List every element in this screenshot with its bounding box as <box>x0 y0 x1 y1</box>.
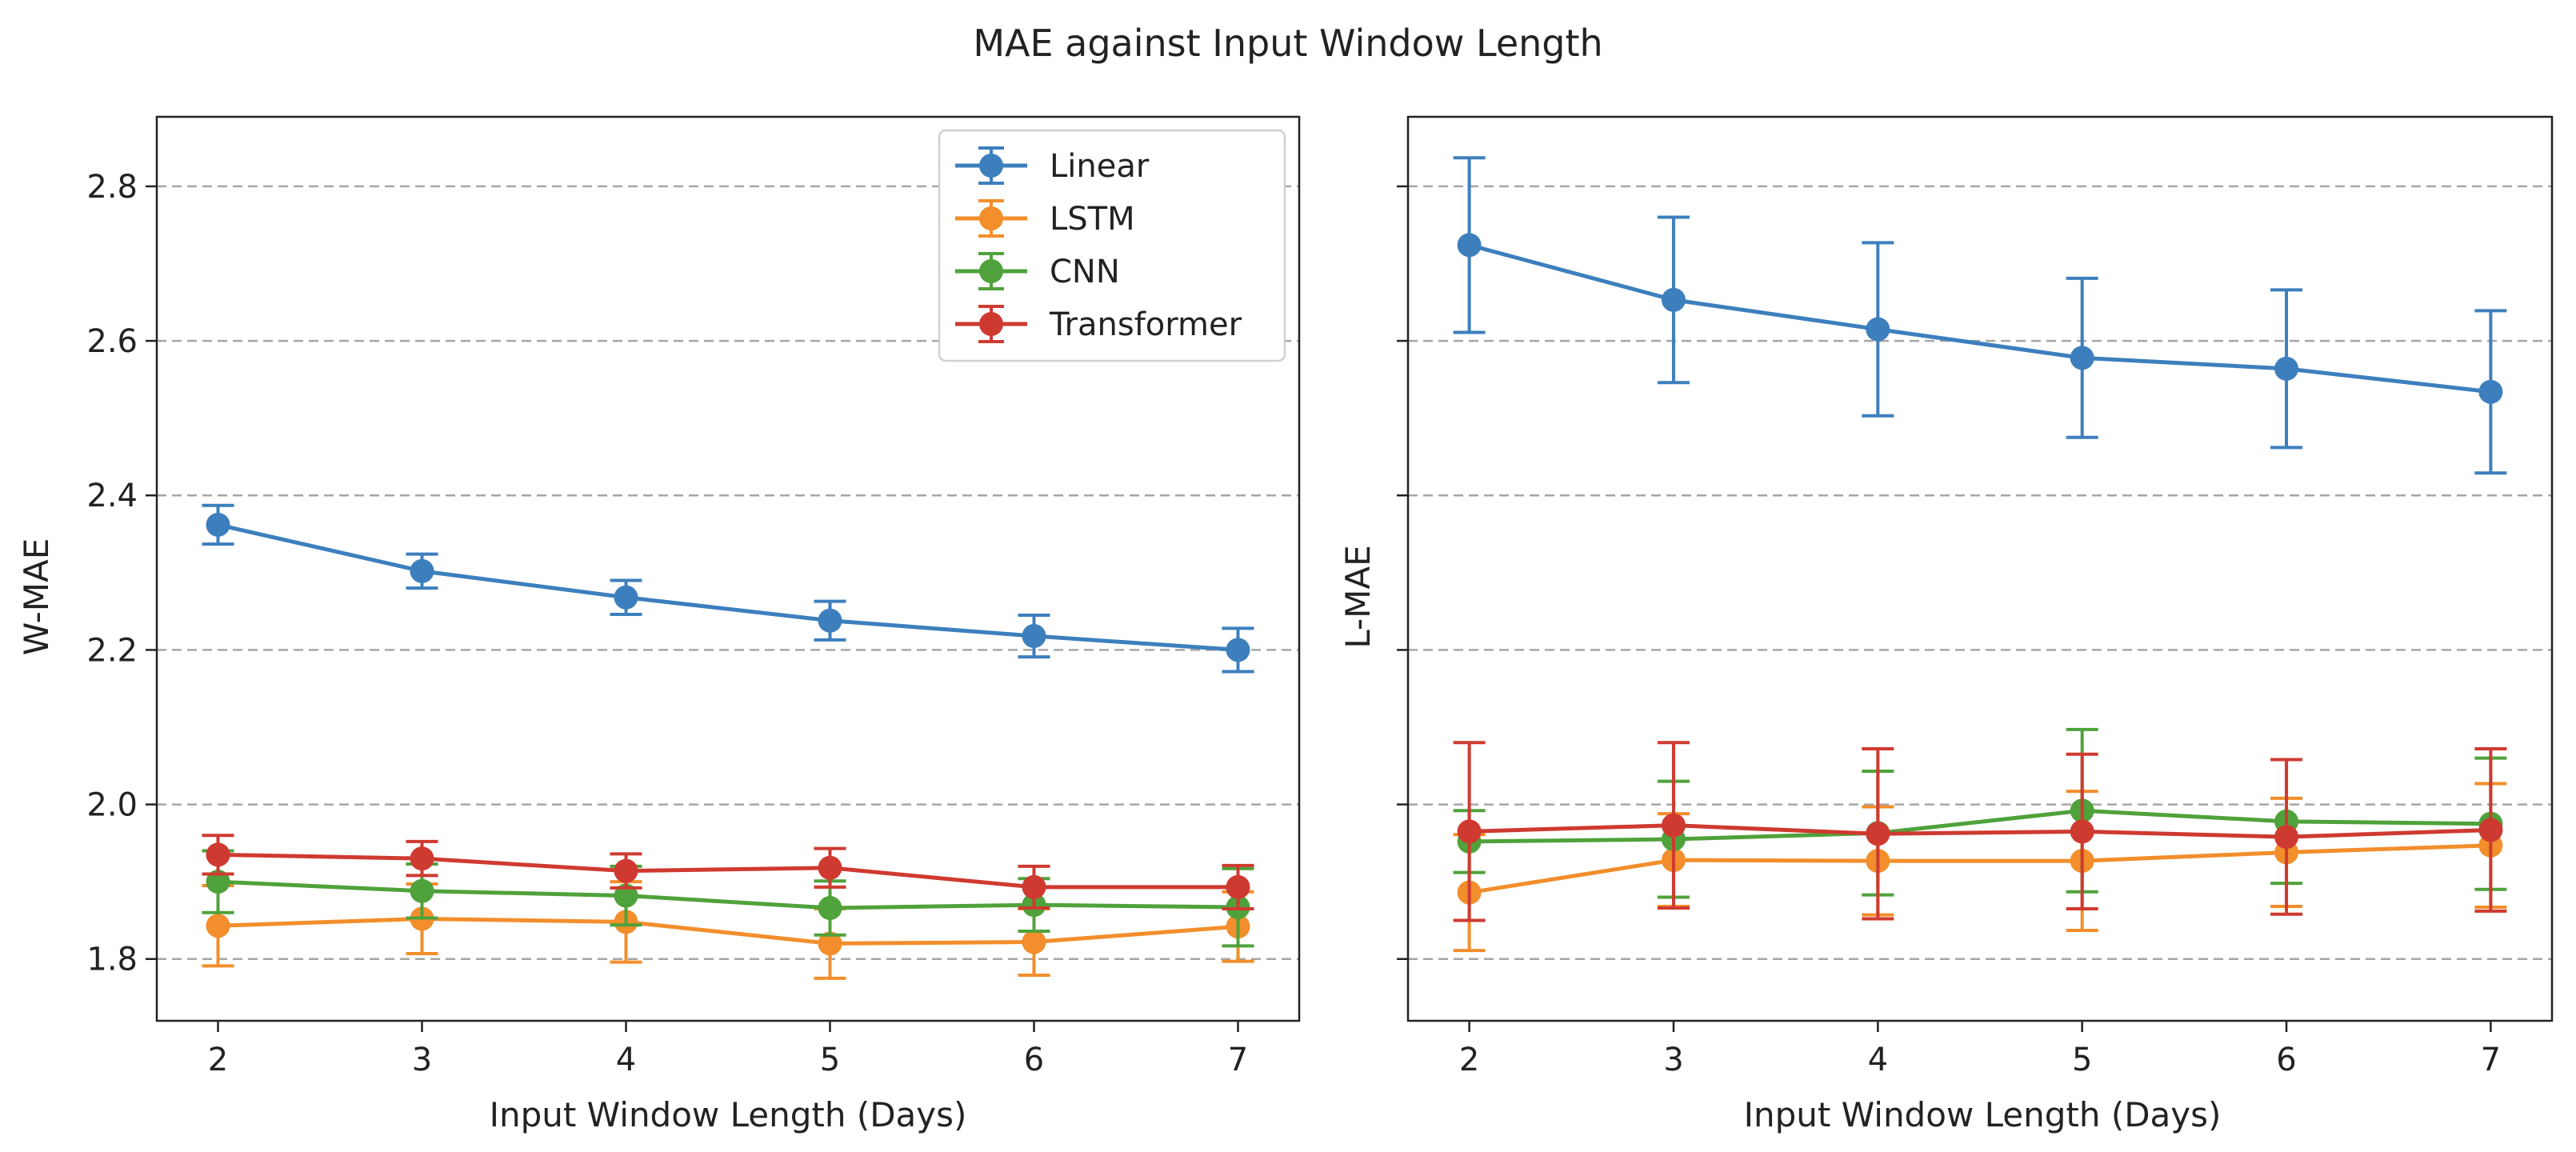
w-mae-linear-point <box>410 558 434 583</box>
l-mae-linear-point <box>1866 317 1890 342</box>
w-mae-lstm-point <box>818 931 842 956</box>
w-mae-x-tick-label: 7 <box>1228 1042 1248 1078</box>
w-mae-y-axis-label: W-MAE <box>17 538 56 656</box>
l-mae-series-linear <box>1453 156 2507 475</box>
l-mae-transformer-point <box>2478 818 2503 842</box>
l-mae-x-tick-label: 6 <box>2276 1042 2296 1078</box>
w-mae-plot-frame <box>155 115 1301 1022</box>
w-mae-cnn-point <box>410 878 434 903</box>
l-mae-x-tick-label: 5 <box>2072 1042 2092 1078</box>
legend-label-lstm: LSTM <box>1050 201 1135 238</box>
l-mae-linear-point <box>1457 233 1482 258</box>
w-mae-linear-point <box>1022 624 1046 649</box>
l-mae-transformer-point <box>2274 825 2299 850</box>
w-mae-x-tick-label: 5 <box>820 1042 840 1078</box>
w-mae-transformer-line <box>218 852 1238 890</box>
w-mae-cnn-point <box>206 870 230 894</box>
l-mae-transformer-line <box>1469 823 2491 839</box>
w-mae-transformer-point <box>1226 874 1250 899</box>
w-mae-y-tick-label: 1.8 <box>86 942 138 978</box>
l-mae-panel: L-MAE Input Window Length (Days) 2 3 4 5 6 7 <box>1338 115 2554 1134</box>
legend: Linear LSTM CNN Transformer <box>938 129 1286 362</box>
w-mae-transformer-point <box>1022 874 1046 899</box>
legend-label-cnn: CNN <box>1050 254 1120 290</box>
w-mae-y-tick-label: 2.2 <box>86 632 138 669</box>
w-mae-x-tick-label: 3 <box>412 1042 432 1078</box>
l-mae-linear-line <box>1468 242 2491 394</box>
w-mae-panel: W-MAE Input Window Length (Days) 1.8 2.0 2… <box>17 115 1301 1134</box>
w-mae-linear-point <box>614 585 638 610</box>
w-mae-linear-point <box>818 608 842 633</box>
l-mae-x-tick-label: 4 <box>1868 1042 1888 1078</box>
legend-marker-linear <box>979 154 1003 178</box>
l-mae-y-axis-label: L-MAE <box>1338 545 1378 648</box>
w-mae-y-tick-label: 2.4 <box>86 478 138 514</box>
l-mae-transformer-point <box>2070 819 2094 844</box>
l-mae-linear-point <box>2274 356 2299 381</box>
w-mae-x-tick-label: 4 <box>616 1042 636 1078</box>
w-mae-linear-point <box>1226 638 1250 662</box>
l-mae-linear-point <box>2070 346 2094 370</box>
w-mae-transformer-point <box>818 855 842 880</box>
l-mae-x-tick-label: 3 <box>1663 1042 1683 1078</box>
l-mae-plot-frame <box>1406 115 2554 1022</box>
l-mae-linear-point <box>1661 287 1686 312</box>
legend-marker-transformer <box>979 312 1003 336</box>
w-mae-y-tick-label: 2.0 <box>86 787 138 824</box>
w-mae-series-linear <box>202 503 1254 674</box>
l-mae-series-lstm <box>1453 782 2507 953</box>
w-mae-cnn-line <box>218 879 1238 910</box>
w-mae-transformer-point <box>614 858 638 883</box>
legend-label-linear: Linear <box>1050 148 1150 185</box>
legend-marker-lstm <box>979 206 1003 230</box>
l-mae-series-cnn <box>1453 727 2507 899</box>
w-mae-lstm-line <box>218 917 1238 946</box>
legend-marker-cnn <box>979 259 1003 283</box>
legend-label-transformer: Transformer <box>1049 306 1242 343</box>
w-mae-linear-line <box>217 522 1238 652</box>
figure-title: MAE against Input Window Length <box>973 22 1602 65</box>
legend-box <box>938 129 1286 362</box>
l-mae-series-transformer <box>1453 741 2507 922</box>
w-mae-linear-point <box>206 512 230 537</box>
l-mae-x-tick-label: 7 <box>2481 1042 2501 1078</box>
w-mae-x-tick-label: 2 <box>208 1042 228 1078</box>
w-mae-y-tick-label: 2.6 <box>86 323 138 360</box>
l-mae-transformer-point <box>1457 819 1482 844</box>
w-mae-x-axis-label: Input Window Length (Days) <box>490 1095 967 1134</box>
w-mae-cnn-point <box>818 895 842 920</box>
w-mae-series-cnn <box>202 849 1254 948</box>
w-mae-series-lstm <box>202 880 1254 980</box>
l-mae-transformer-point <box>1661 813 1686 838</box>
w-mae-x-tick-label: 6 <box>1024 1042 1044 1078</box>
l-mae-cnn-line <box>1469 808 2491 844</box>
l-mae-transformer-point <box>1866 822 1890 846</box>
w-mae-cnn-point <box>614 883 638 908</box>
w-mae-series-transformer <box>202 834 1254 910</box>
l-mae-x-axis-label: Input Window Length (Days) <box>1744 1095 2222 1134</box>
w-mae-transformer-point <box>410 846 434 871</box>
w-mae-lstm-point <box>206 914 230 938</box>
w-mae-lstm-point <box>1022 930 1046 954</box>
l-mae-linear-point <box>2478 379 2503 404</box>
w-mae-transformer-point <box>206 842 230 867</box>
l-mae-lstm-line <box>1469 843 2491 895</box>
w-mae-y-tick-label: 2.8 <box>86 169 138 206</box>
l-mae-x-tick-label: 2 <box>1459 1042 1479 1078</box>
